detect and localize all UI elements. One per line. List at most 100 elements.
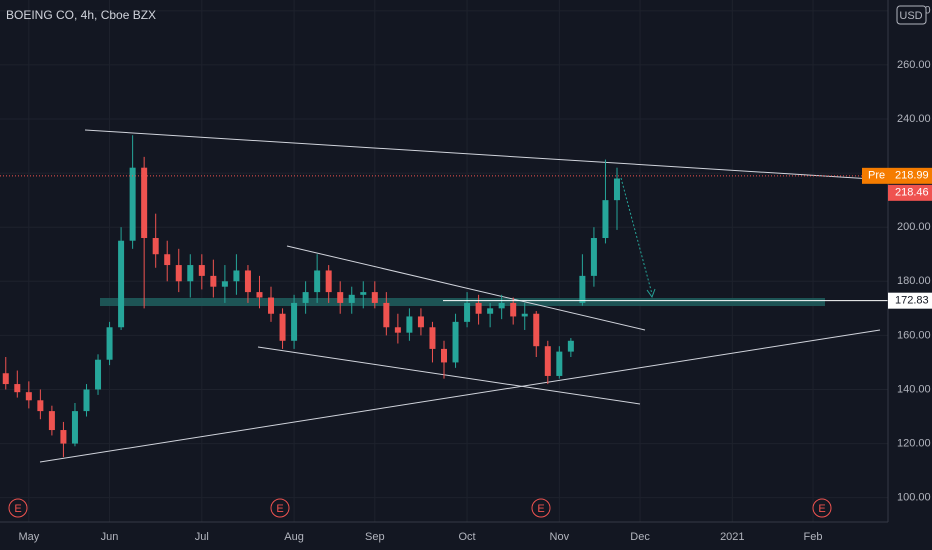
candle-body <box>14 384 21 393</box>
currency[interactable]: USD <box>899 10 922 22</box>
candle-body <box>475 302 482 314</box>
candle-body <box>25 392 32 401</box>
trendline <box>39 329 881 463</box>
candle-body <box>417 316 424 328</box>
candles <box>0 135 888 458</box>
candle-body <box>314 270 321 293</box>
x-tick-label: Jun <box>101 531 119 543</box>
candle-body <box>452 321 459 363</box>
candle-body <box>95 359 102 390</box>
price-tag-value: 172.83 <box>895 295 929 307</box>
candle-body <box>325 270 332 293</box>
y-tick-label: 200.00 <box>897 221 931 233</box>
event-marker <box>270 498 290 518</box>
candle-body <box>441 348 447 363</box>
x-tick-label: Jul <box>195 531 209 543</box>
price-tag-value: 218.99 <box>895 170 929 182</box>
event-marker <box>531 498 551 518</box>
price-tag <box>862 167 932 184</box>
candle-body <box>221 281 228 287</box>
axes: 100.00120.00140.00160.00180.00200.00220.… <box>8 5 932 543</box>
price-tag-label: Pre <box>868 170 885 182</box>
candle-body <box>60 430 67 444</box>
candle-body <box>337 292 344 303</box>
candle-body <box>187 265 194 282</box>
x-tick-label: Feb <box>804 531 823 543</box>
event-marker <box>812 498 832 518</box>
x-tick-label: Dec <box>630 531 650 543</box>
zone <box>100 298 825 306</box>
candle-body <box>279 313 286 341</box>
candle-body <box>394 327 401 333</box>
candle-body <box>521 313 528 317</box>
candle-body <box>544 346 551 376</box>
candle-body <box>567 340 574 352</box>
trendlines <box>39 129 889 463</box>
event-label: E <box>276 503 283 515</box>
candle-body <box>71 411 78 444</box>
candle-body <box>141 167 148 239</box>
candle-body <box>371 292 378 303</box>
y-tick-label: 100.00 <box>897 492 931 504</box>
event-label: E <box>818 503 825 515</box>
y-tick-label: 180.00 <box>897 275 931 287</box>
candle-body <box>590 238 597 276</box>
x-tick-label: Nov <box>550 531 570 543</box>
x-tick-label: Aug <box>284 531 304 543</box>
candle-body <box>348 294 355 303</box>
y-tick-label: 140.00 <box>897 383 931 395</box>
candle-body <box>498 302 505 309</box>
candle-body <box>429 327 436 349</box>
y-tick-label: 160.00 <box>897 329 931 341</box>
chart-title: BOEING CO, 4h, Cboe BZX <box>6 8 156 22</box>
candle-body <box>302 292 309 303</box>
candle-body <box>118 240 125 328</box>
x-tick-label: Sep <box>365 531 385 543</box>
arrow-head <box>646 288 656 299</box>
candle-body <box>37 400 44 412</box>
projection-arrow <box>620 177 653 295</box>
candle-body <box>533 313 540 347</box>
candle-body <box>2 373 9 385</box>
trendline <box>257 346 641 405</box>
x-tick-label: May <box>18 531 39 543</box>
event-label: E <box>537 503 544 515</box>
candle-body <box>613 178 620 201</box>
candle-body <box>198 265 205 276</box>
y-tick-label: 260.00 <box>897 59 931 71</box>
x-tick-label: 2021 <box>720 531 744 543</box>
candle-body <box>233 270 240 282</box>
price-tag <box>888 292 932 309</box>
event-label: E <box>14 503 21 515</box>
trendline <box>84 129 889 181</box>
y-tick-label: 120.00 <box>897 437 931 449</box>
candle-body <box>106 327 113 360</box>
candle-body <box>129 167 136 241</box>
candle-body <box>268 297 275 314</box>
candle-body <box>210 275 217 287</box>
candle-body <box>152 238 159 255</box>
candle-body <box>556 351 563 376</box>
candle-body <box>487 308 494 314</box>
candle-body <box>406 316 413 333</box>
price-tag <box>888 184 932 201</box>
candle-body <box>83 389 90 412</box>
candle-body <box>164 254 171 266</box>
candle-body <box>244 270 251 293</box>
event-marker <box>8 498 28 518</box>
candle-body <box>510 302 517 317</box>
currency-box[interactable] <box>896 5 927 25</box>
y-tick-label: 240.00 <box>897 113 931 125</box>
candle-body <box>291 302 298 341</box>
price-tag-value: 218.46 <box>895 187 929 199</box>
candle-body <box>360 292 367 295</box>
candle-body <box>383 302 390 328</box>
candle-body <box>256 292 263 298</box>
x-tick-label: Oct <box>459 531 476 543</box>
candle-body <box>175 265 182 282</box>
candle-body <box>602 200 609 239</box>
candle-body <box>579 275 586 303</box>
candle-body <box>48 411 55 431</box>
